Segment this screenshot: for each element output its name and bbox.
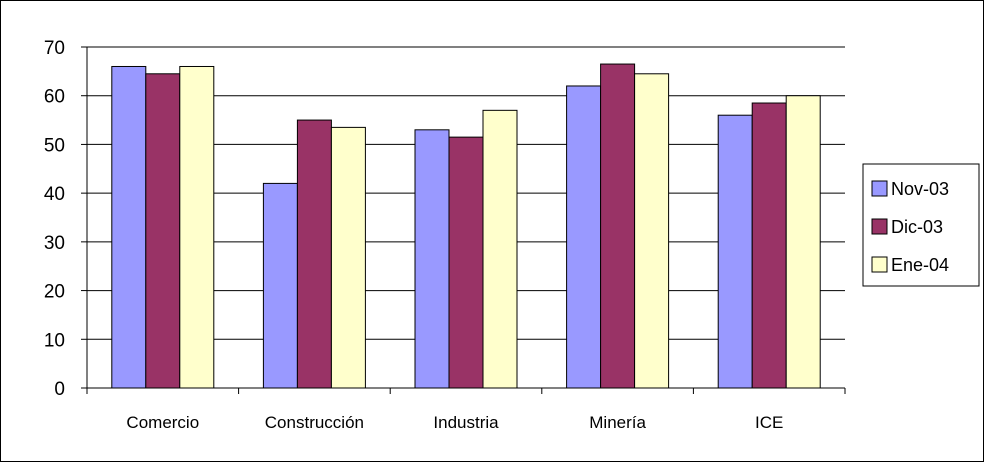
bar-dic-03-ice bbox=[751, 102, 787, 389]
x-tick-label: Minería bbox=[589, 413, 646, 432]
bar-dic-03-construcción bbox=[296, 119, 332, 389]
y-tick-labels: 0 10 20 30 40 50 60 70 bbox=[44, 38, 87, 400]
y-tick-label: 20 bbox=[44, 282, 65, 303]
bar-nov-03-comercio bbox=[111, 65, 147, 389]
x-tick-label: Comercio bbox=[126, 413, 199, 432]
legend: Nov-03 Dic-03 Ene-04 bbox=[862, 163, 980, 287]
bar-ene-04-construcción bbox=[330, 126, 366, 389]
bar-ene-04-ice bbox=[785, 95, 821, 389]
bar-dic-03-minería bbox=[600, 63, 636, 389]
bar-nov-03-industria bbox=[414, 129, 450, 389]
bars bbox=[111, 63, 821, 389]
bar-ene-04-industria bbox=[482, 109, 518, 389]
y-tick-label: 10 bbox=[44, 330, 65, 351]
legend-swatch bbox=[871, 218, 888, 235]
legend-label: Ene-04 bbox=[891, 255, 949, 275]
y-tick-label: 0 bbox=[54, 379, 65, 400]
x-tick-labels: Comercio Construcción Industria Minería ICE bbox=[86, 388, 846, 432]
legend-label: Dic-03 bbox=[891, 217, 943, 237]
y-tick-label: 70 bbox=[44, 38, 65, 59]
legend-swatch bbox=[871, 180, 888, 197]
bar-nov-03-construcción bbox=[262, 182, 298, 389]
bar-dic-03-industria bbox=[448, 136, 484, 389]
y-tick-label: 50 bbox=[44, 135, 65, 156]
y-tick-label: 60 bbox=[44, 87, 65, 108]
bar-ene-04-minería bbox=[634, 73, 670, 389]
bar-nov-03-minería bbox=[566, 85, 602, 389]
bar-dic-03-comercio bbox=[145, 73, 181, 389]
legend-swatch bbox=[871, 256, 888, 273]
bar-ene-04-comercio bbox=[179, 65, 215, 389]
x-tick-label: Construcción bbox=[265, 413, 364, 432]
axes bbox=[86, 47, 845, 389]
y-tick-label: 40 bbox=[44, 184, 65, 205]
x-tick-label: Industria bbox=[433, 413, 499, 432]
bar-nov-03-ice bbox=[717, 114, 753, 389]
x-tick-label: ICE bbox=[755, 413, 783, 432]
y-tick-label: 30 bbox=[44, 233, 65, 254]
legend-label: Nov-03 bbox=[891, 179, 949, 199]
